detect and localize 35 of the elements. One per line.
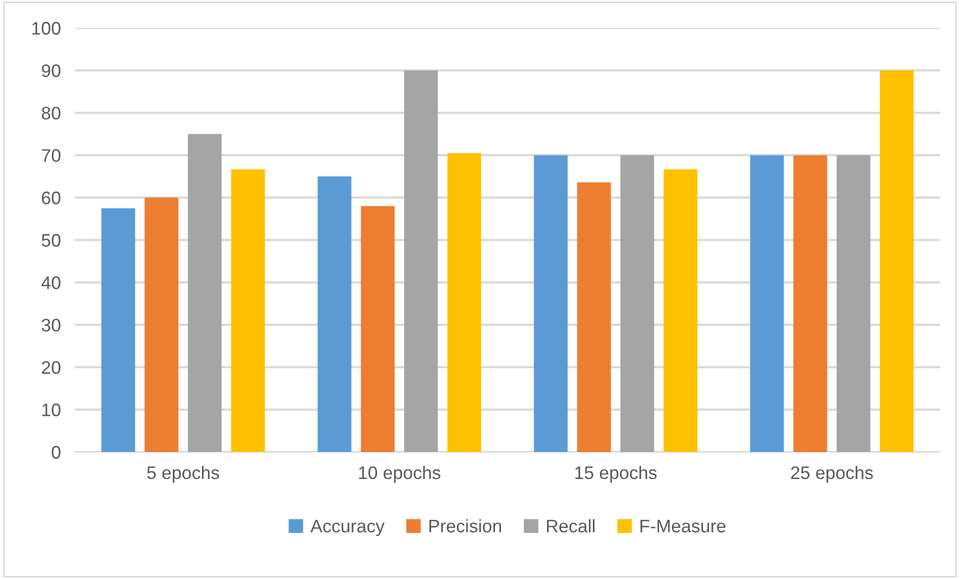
bar <box>664 169 698 452</box>
y-tick-label: 80 <box>42 106 60 120</box>
bar <box>577 182 611 452</box>
bar <box>880 70 914 452</box>
bar <box>101 208 136 452</box>
y-tick-label: 90 <box>42 64 60 78</box>
y-tick-label: 70 <box>42 149 60 162</box>
legend-label: Accuracy <box>310 520 385 536</box>
y-tick-label: 20 <box>42 361 60 374</box>
y-tick-label: 30 <box>42 318 60 332</box>
bar <box>534 155 568 452</box>
y-tick-label: 60 <box>42 192 60 204</box>
y-tick-label: 100 <box>32 22 60 35</box>
x-tick-label: 15 epochs <box>575 466 657 483</box>
bar <box>447 153 482 452</box>
bar <box>360 206 395 452</box>
bar <box>144 198 178 452</box>
legend-label: F-Measure <box>640 520 726 532</box>
x-tick-label: 10 epochs <box>359 466 440 483</box>
y-tick-label: 10 <box>42 404 60 416</box>
bar <box>620 155 654 452</box>
x-tick-label: 5 epochs <box>147 466 220 483</box>
bar <box>188 134 222 452</box>
legend-label: Recall <box>547 519 594 532</box>
y-tick-label: 0 <box>52 446 60 459</box>
bar <box>750 155 784 452</box>
bar <box>231 169 265 452</box>
bar <box>318 176 352 452</box>
x-tick-label: 25 epochs <box>791 466 873 483</box>
bar <box>793 155 828 452</box>
bar <box>836 155 870 452</box>
legend-label: Precision <box>429 519 502 532</box>
bar <box>404 70 438 452</box>
y-tick-label: 40 <box>41 276 60 290</box>
y-tick-label: 50 <box>42 234 60 247</box>
